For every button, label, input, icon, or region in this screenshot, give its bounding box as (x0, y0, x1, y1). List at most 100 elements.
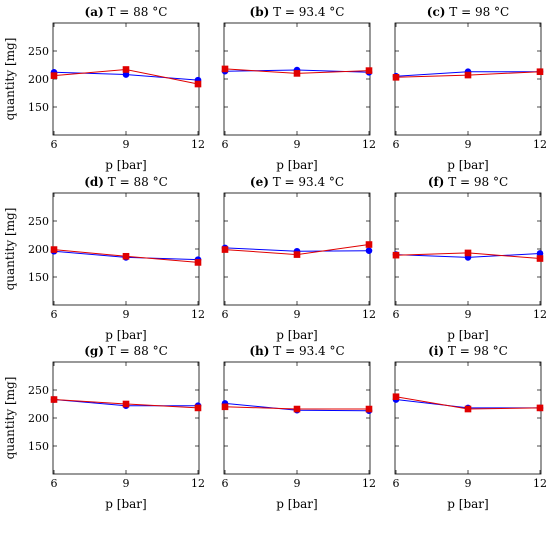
x-tick-label: 9 (465, 308, 472, 321)
panel-title: (f) T = 98 °C (428, 175, 508, 189)
data-point-square (194, 80, 202, 88)
panel-a: (a) T = 88 °C 6 9 12 150 200 250 p [bar] quantit… (3, 5, 205, 172)
x-tick-label: 6 (222, 308, 229, 321)
x-axis-label: p [bar] (276, 497, 317, 511)
data-point-square (122, 252, 130, 260)
axis-frame (394, 361, 542, 475)
data-point-square (464, 249, 472, 257)
x-tick-label: 12 (191, 477, 205, 490)
x-tick-label: 12 (362, 138, 376, 151)
x-axis-label: p [bar] (276, 158, 317, 172)
data-point-square (293, 405, 301, 413)
panel-letter: (e) (250, 175, 269, 189)
data-point-square (365, 241, 373, 248)
data-point-square (392, 251, 400, 259)
data-point-square (536, 255, 544, 262)
x-tick-label: 9 (465, 138, 472, 151)
x-tick-label: 12 (191, 308, 205, 321)
x-tick-label: 6 (51, 477, 58, 490)
panel-temperature: T = 98 °C (444, 175, 508, 189)
panel-g: (g) T = 88 °C 6 9 12 150 200 250 p [bar] quantit… (3, 344, 205, 511)
x-tick-label: 9 (123, 138, 130, 151)
axis-frame (52, 361, 200, 475)
panel-temperature: T = 93.4 °C (269, 175, 344, 189)
panel-b: (b) T = 93.4 °C 6 9 12 p [bar] (222, 5, 377, 172)
panel-temperature: T = 88 °C (104, 175, 168, 189)
panel-e: (e) T = 93.4 °C 6 9 12 p [bar] (222, 175, 377, 342)
data-point-square (194, 259, 202, 266)
data-point-square (464, 71, 472, 79)
data-point-square (221, 403, 229, 411)
panel-temperature: T = 98 °C (445, 5, 509, 19)
data-point-square (293, 70, 301, 77)
y-tick-label: 200 (28, 73, 49, 86)
panel-temperature: T = 98 °C (444, 344, 508, 358)
x-tick-label: 12 (533, 138, 547, 151)
panel-temperature: T = 93.4 °C (269, 5, 344, 19)
x-tick-label: 6 (222, 138, 229, 151)
panel-title: (e) T = 93.4 °C (250, 175, 344, 189)
x-tick-label: 12 (362, 477, 376, 490)
axis-frame (52, 22, 200, 136)
y-axis-label: quantity [mg] (3, 208, 17, 291)
data-point-square (536, 404, 544, 412)
panel-title: (i) T = 98 °C (428, 344, 508, 358)
x-tick-label: 6 (51, 138, 58, 151)
y-axis-label: quantity [mg] (3, 377, 17, 460)
panel-temperature: T = 88 °C (104, 5, 168, 19)
y-tick-label: 200 (28, 412, 49, 425)
data-point-square (392, 393, 400, 401)
data-point-square (221, 246, 229, 253)
data-point-square (50, 246, 58, 253)
x-tick-label: 12 (533, 308, 547, 321)
x-tick-label: 6 (393, 308, 400, 321)
x-axis-label: p [bar] (105, 158, 146, 172)
data-point-square (122, 66, 130, 73)
y-tick-label: 150 (28, 271, 49, 284)
data-point-square (122, 400, 130, 408)
x-tick-label: 9 (123, 308, 130, 321)
panel-letter: (f) (428, 175, 445, 189)
y-tick-label: 200 (28, 243, 49, 256)
y-tick-label: 250 (28, 384, 49, 397)
y-tick-label: 250 (28, 215, 49, 228)
panel-f: (f) T = 98 °C 6 9 12 p [bar] (393, 175, 548, 342)
data-point-square (50, 396, 58, 403)
panel-temperature: T = 88 °C (104, 344, 168, 358)
data-point-circle (536, 250, 544, 257)
x-tick-label: 12 (191, 138, 205, 151)
data-point-square (50, 72, 58, 79)
y-tick-label: 250 (28, 45, 49, 58)
panel-title: (h) T = 93.4 °C (249, 344, 344, 358)
panel-letter: (i) (428, 344, 444, 358)
x-tick-label: 9 (465, 477, 472, 490)
x-tick-label: 12 (362, 308, 376, 321)
data-point-square (464, 405, 472, 413)
data-point-square (536, 68, 544, 76)
axis-frame (52, 192, 200, 306)
axis-frame (394, 192, 542, 306)
x-tick-label: 6 (393, 138, 400, 151)
x-axis-label: p [bar] (447, 158, 488, 172)
x-tick-label: 9 (123, 477, 130, 490)
panel-i: (i) T = 98 °C 6 9 12 p [bar] (393, 344, 548, 511)
panel-letter: (a) (85, 5, 104, 19)
x-tick-label: 9 (294, 138, 301, 151)
data-point-square (293, 251, 301, 258)
axis-frame (394, 22, 542, 136)
data-point-square (221, 65, 229, 73)
x-tick-label: 6 (51, 308, 58, 321)
panel-c: (c) T = 98 °C 6 9 12 p [bar] (393, 5, 548, 172)
panel-title: (g) T = 88 °C (84, 344, 168, 358)
panel-title: (a) T = 88 °C (85, 5, 168, 19)
panel-temperature: T = 93.4 °C (269, 344, 344, 358)
x-tick-label: 9 (294, 308, 301, 321)
axis-frame (223, 361, 371, 475)
data-point-circle (122, 71, 130, 78)
y-tick-label: 150 (28, 101, 49, 114)
x-tick-label: 12 (533, 477, 547, 490)
x-axis-label: p [bar] (447, 497, 488, 511)
x-axis-label: p [bar] (105, 328, 146, 342)
panel-letter: (h) (249, 344, 269, 358)
